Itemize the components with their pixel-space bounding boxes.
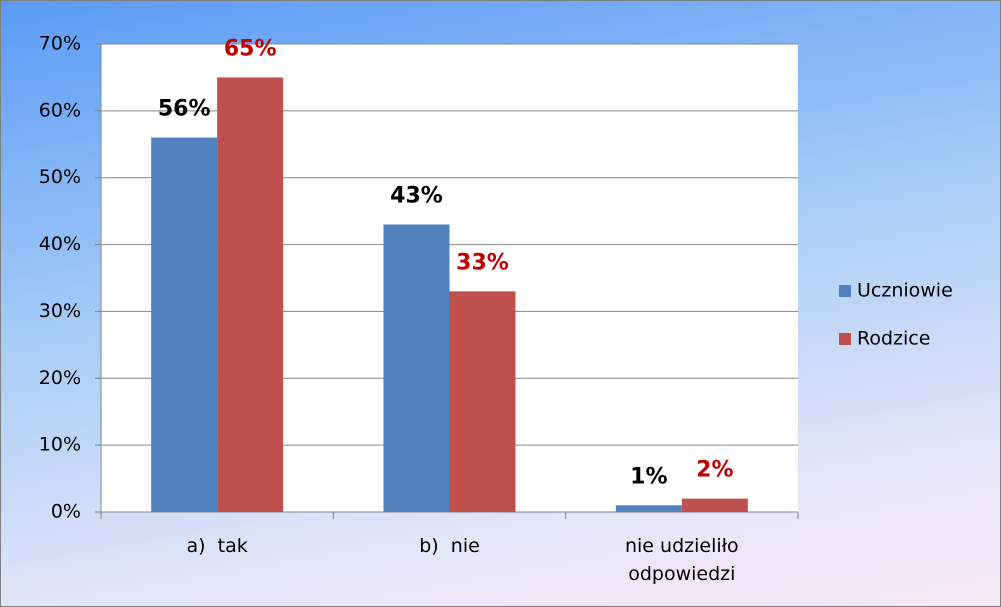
legend-swatch xyxy=(839,285,851,297)
y-tick-label: 20% xyxy=(39,367,81,389)
x-tick-label: a) tak xyxy=(186,535,248,557)
data-label: 56% xyxy=(158,97,211,122)
data-label: 33% xyxy=(456,250,509,275)
bar xyxy=(449,291,516,512)
y-tick-label: 0% xyxy=(51,501,81,523)
bar xyxy=(383,224,450,512)
bar xyxy=(615,505,682,512)
y-tick-label: 60% xyxy=(39,99,81,121)
legend-swatch xyxy=(839,333,851,345)
bar xyxy=(217,77,284,512)
x-tick-label: nie udzieliło odpowiedzi xyxy=(624,535,745,585)
y-tick-label: 40% xyxy=(39,233,81,255)
bar xyxy=(151,137,218,512)
y-tick-label: 10% xyxy=(39,434,81,456)
legend-label: Uczniowie xyxy=(857,280,953,302)
bar xyxy=(681,498,748,512)
data-label: 43% xyxy=(390,184,443,209)
y-tick-label: 50% xyxy=(39,166,81,188)
x-tick-label: b) nie xyxy=(419,535,480,557)
data-label: 65% xyxy=(224,36,277,61)
data-label: 1% xyxy=(630,464,667,489)
legend-label: Rodzice xyxy=(857,328,930,350)
y-tick-label: 30% xyxy=(39,300,81,322)
y-tick-label: 70% xyxy=(39,33,81,55)
data-label: 2% xyxy=(696,458,733,483)
